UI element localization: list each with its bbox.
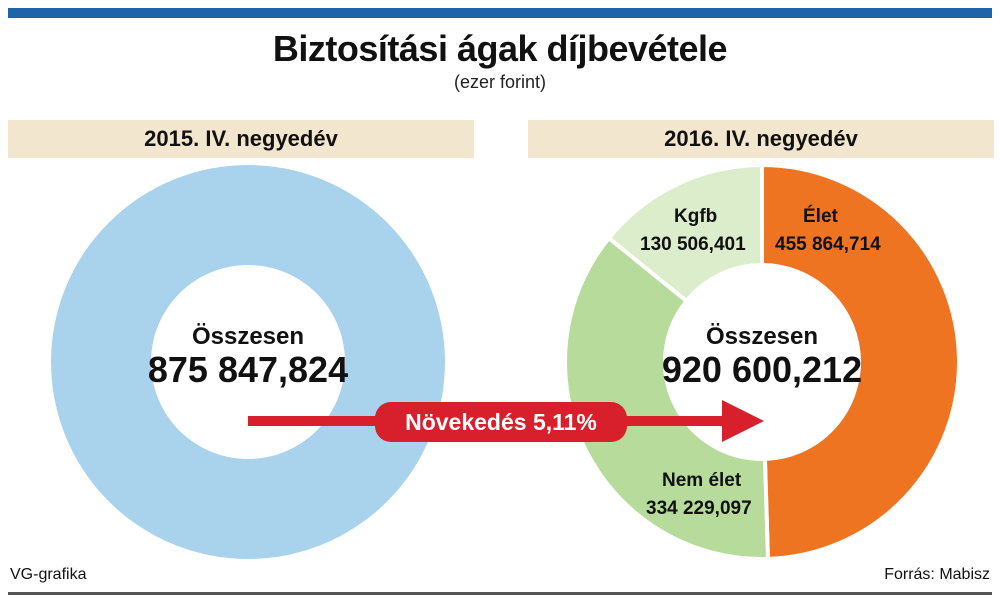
growth-label: Növekedés 5,11% [405,409,597,435]
total-value-2015: 875 847,824 [148,349,348,390]
bottom-rule [8,592,992,595]
growth-arrow: Növekedés 5,11% [248,400,764,442]
donut-2016 [563,162,961,561]
slice-label-nem-elet: Nem élet [662,470,742,491]
graphic-credit: VG-grafika [10,566,87,583]
slice-value-kgfb: 130 506,401 [640,234,746,255]
panel-2015-header: 2015. IV. negyedév [8,120,474,158]
panel-2016-header: 2016. IV. negyedév [528,120,994,158]
total-label-2015: Összesen [192,323,304,350]
chart-title: Biztosítási ágak díjbevétele [272,28,728,69]
growth-badge [375,402,627,442]
slice-value-elet: 455 864,714 [775,234,881,255]
slice-nem-elet [563,235,771,561]
slice-kgfb [606,162,764,304]
donut-2015 [51,165,445,559]
chart-subtitle: (ezer forint) [453,72,547,92]
slice-total-2015 [51,165,445,559]
total-label-2016: Összesen [706,323,818,350]
slice-value-nem-elet: 334 229,097 [646,498,752,519]
total-value-2016: 920 600,212 [662,349,862,390]
slice-label-kgfb: Kgfb [674,206,717,227]
arrow-head [722,400,764,442]
slice-label-elet: Élet [803,205,839,227]
top-accent-bar [8,8,992,18]
data-source: Forrás: Mabisz [884,566,990,583]
slice-elet [760,162,961,561]
